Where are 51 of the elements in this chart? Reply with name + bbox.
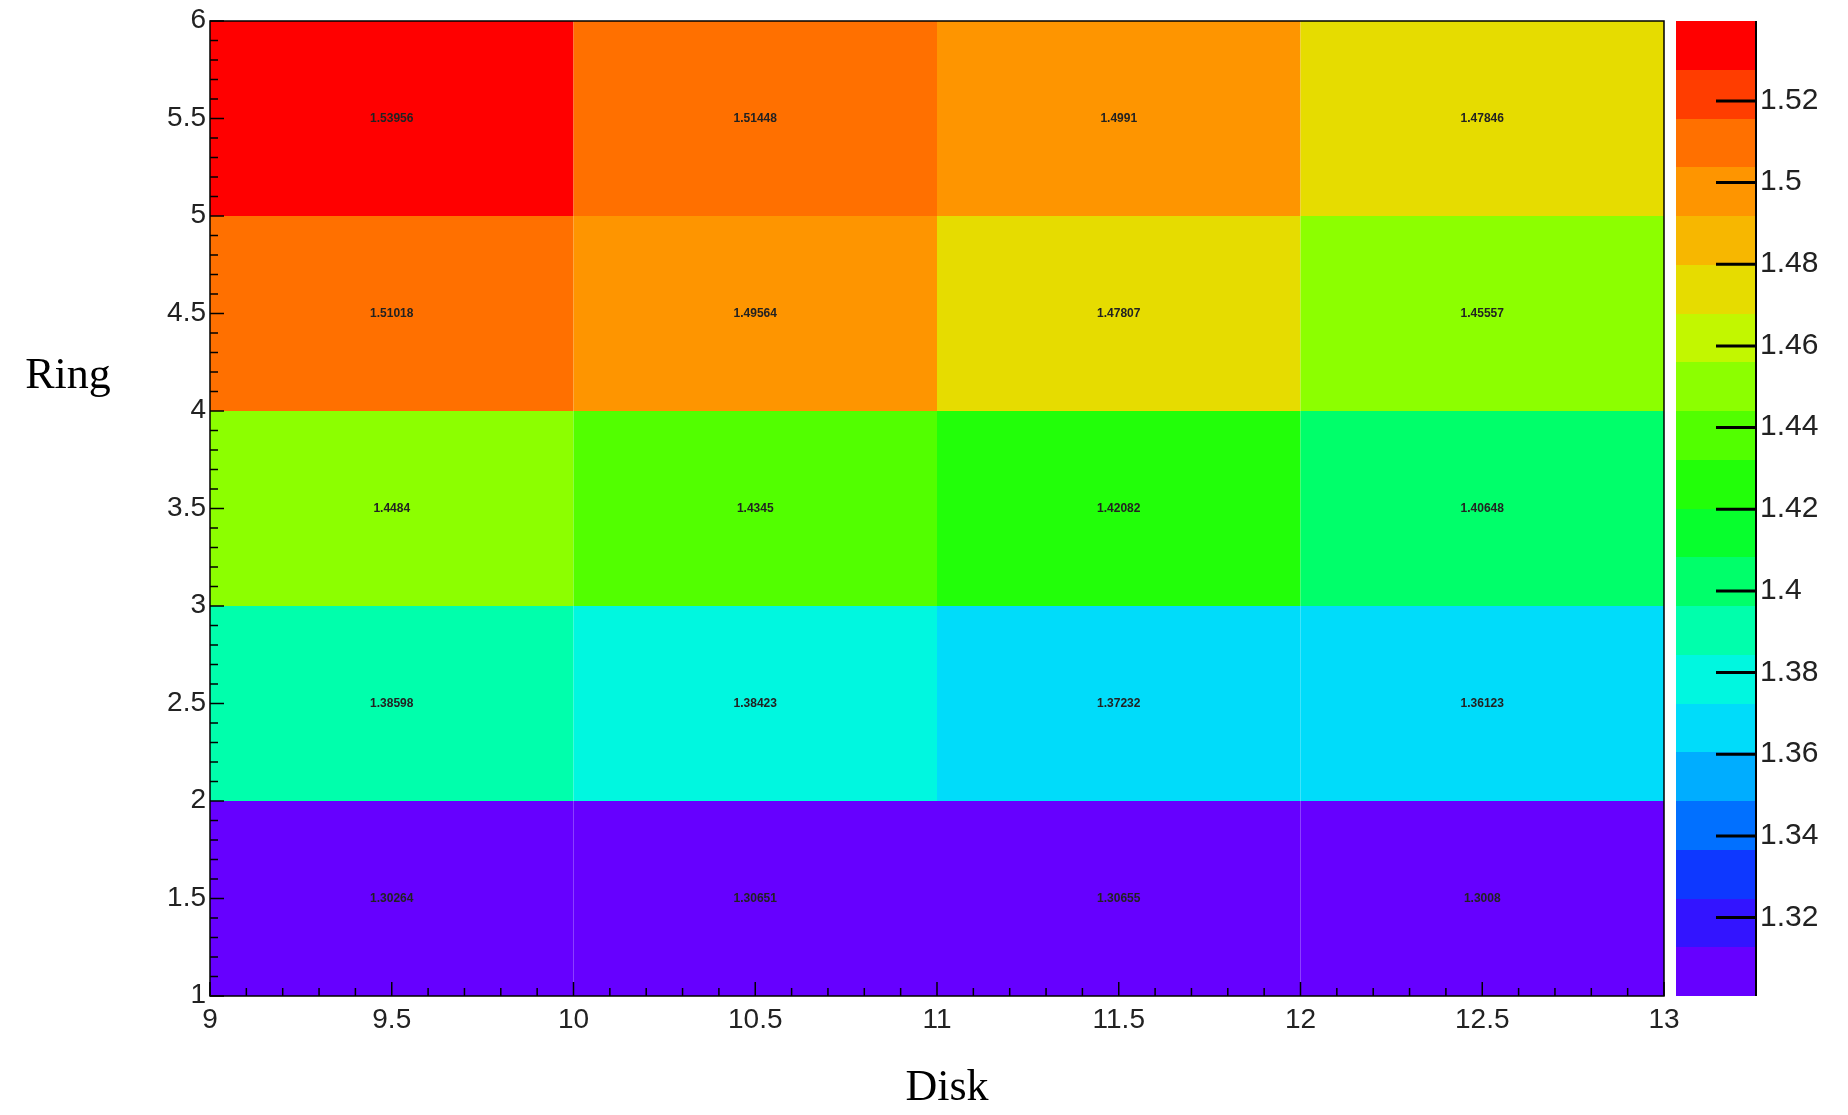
data-label: 1.47807 xyxy=(1097,305,1141,320)
color-bar-label: 1.32 xyxy=(1760,898,1819,932)
x-tick-label: 11.5 xyxy=(1092,1003,1145,1034)
data-label: 1.53956 xyxy=(370,110,414,125)
data-label: 1.4345 xyxy=(736,500,774,515)
y-tick-label: 5.5 xyxy=(167,100,206,132)
data-label: 1.3008 xyxy=(1463,890,1501,905)
color-bar-label: 1.52 xyxy=(1760,81,1819,115)
y-tick-label: 3 xyxy=(190,588,206,620)
y-tick-label: 6 xyxy=(190,3,206,35)
data-label: 1.30655 xyxy=(1097,890,1141,905)
y-tick-label: 5 xyxy=(190,198,206,230)
color-bar-label: 1.48 xyxy=(1760,245,1819,279)
data-label: 1.45557 xyxy=(1460,305,1505,320)
x-tick-label: 12.5 xyxy=(1455,1003,1510,1034)
x-tick-label: 10 xyxy=(557,1003,590,1034)
x-tick-label: 11 xyxy=(922,1003,952,1034)
x-tick-label: 12 xyxy=(1284,1003,1317,1034)
color-bar-label: 1.46 xyxy=(1760,326,1819,360)
x-axis-title: Disk xyxy=(905,1061,989,1110)
x-tick-label: 9.5 xyxy=(372,1003,412,1034)
data-label: 1.30264 xyxy=(370,890,414,905)
data-label: 1.38598 xyxy=(370,695,414,710)
y-axis-title: Ring xyxy=(25,349,111,398)
y-tick-label: 1.5 xyxy=(167,880,206,912)
y-tick-label: 2 xyxy=(190,783,206,815)
data-label: 1.4484 xyxy=(373,500,411,515)
data-label: 1.51018 xyxy=(370,305,414,320)
color-bar-label: 1.36 xyxy=(1760,735,1819,769)
color-bar-label: 1.38 xyxy=(1760,653,1819,687)
data-label: 1.49564 xyxy=(733,305,778,320)
y-tick-label: 4 xyxy=(190,393,206,425)
data-label: 1.38423 xyxy=(733,695,778,710)
data-label: 1.4991 xyxy=(1100,110,1138,125)
color-bar-label: 1.4 xyxy=(1760,571,1802,605)
data-label: 1.47846 xyxy=(1460,110,1505,125)
color-bar-label: 1.5 xyxy=(1760,163,1802,197)
x-tick-label: 10.5 xyxy=(728,1003,783,1034)
data-label: 1.36123 xyxy=(1460,695,1505,710)
y-tick-label: 4.5 xyxy=(167,295,206,327)
y-tick-label: 2.5 xyxy=(167,685,206,717)
data-label: 1.51448 xyxy=(733,110,778,125)
data-label: 1.37232 xyxy=(1097,695,1141,710)
x-tick-label: 13 xyxy=(1648,1003,1680,1034)
color-bar-label: 1.42 xyxy=(1760,490,1819,524)
data-label: 1.42082 xyxy=(1097,500,1141,515)
data-label: 1.30651 xyxy=(733,890,778,905)
y-tick-label: 3.5 xyxy=(167,490,206,522)
color-bar-label: 1.34 xyxy=(1760,816,1819,850)
color-bar-label: 1.44 xyxy=(1760,408,1819,442)
data-label: 1.40648 xyxy=(1460,500,1505,515)
